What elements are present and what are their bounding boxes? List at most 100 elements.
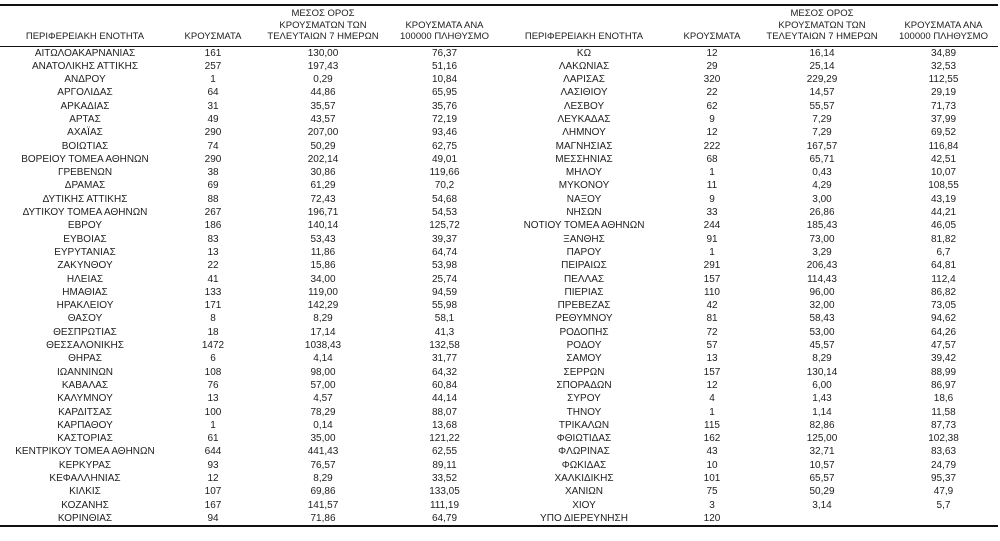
region-cell: ΜΗΛΟΥ [565,167,603,179]
per100k-cell: 11,58 [931,406,956,418]
avg7-cell: 43,57 [310,113,336,125]
cases-cell: 33 [706,207,718,219]
region-cell: ΑΧΑΪΑΣ [67,127,103,139]
table-row: ΔΥΤΙΚΗΣ ΑΤΤΙΚΗΣ 88 72,43 54,68 ΝΑΞΟΥ 9 3,00 43,… [0,193,998,206]
cases-cell: 290 [204,153,222,165]
cases-cell: 41 [207,273,219,285]
per100k-cell: 88,07 [431,406,458,418]
table-row: ΚΑΛΥΜΝΟΥ 13 4,57 44,14 ΣΥΡΟΥ 4 1,43 18,6 [0,392,998,405]
table-row: ΕΥΡΥΤΑΝΙΑΣ 13 11,86 64,74 ΠΑΡΟΥ 1 3,29 6,7 [0,246,998,259]
per100k-cell: 13,68 [431,419,458,431]
cases-cell: 93 [207,459,219,471]
region-cell: ΖΑΚΥΝΘΟΥ [57,260,113,272]
region-cell: ΚΟΡΙΝΘΙΑΣ [57,512,113,524]
table-row: ΘΗΡΑΣ 6 4,14 31,77 ΣΑΜΟΥ 13 8,29 39,42 [0,352,998,365]
avg7-cell: 96,00 [809,286,835,298]
cases-cell: 12 [207,473,219,484]
avg7-cell: 82,86 [809,419,835,431]
header-region-left: ΠΕΡΙΦΕΡΕΙΑΚΗ ΕΝΟΤΗΤΑ [0,5,170,47]
per100k-cell: 73,05 [930,300,957,312]
avg7-cell: 65,71 [809,153,835,165]
avg7-cell: 229,29 [806,74,838,86]
cases-cell: 31 [207,100,219,112]
cases-cell: 244 [703,220,721,232]
cases-cell: 222 [703,140,721,152]
per100k-cell: 46,05 [930,220,957,232]
per100k-cell: 83,63 [930,446,957,458]
region-cell: ΚΕΦΑΛΛΗΝΙΑΣ [49,473,121,484]
per100k-cell: 43,19 [930,193,957,205]
avg7-cell: 1,14 [812,406,832,418]
avg7-cell: 73,00 [809,233,835,245]
header-cases-right: ΚΡΟΥΣΜΑΤΑ [669,5,755,47]
cases-cell: 13 [706,353,718,365]
cases-cell: 22 [706,87,718,99]
table-row: ΒΟΙΩΤΙΑΣ 74 50,29 62,75 ΜΑΓΝΗΣΙΑΣ 222 167,57 11… [0,140,998,153]
cases-cell: 81 [706,313,718,325]
region-cell: ΑΡΚΑΔΙΑΣ [60,100,110,112]
avg7-cell: 1038,43 [304,340,342,352]
per100k-cell: 119,66 [429,167,460,179]
table-row: ΑΡΤΑΣ 49 43,57 72,19 ΛΕΥΚΑΔΑΣ 9 7,29 37,99 [0,113,998,126]
per100k-cell: 71,73 [930,100,957,112]
cases-cell: 162 [703,433,721,445]
region-cell: ΠΕΛΛΑΣ [563,273,605,285]
region-cell: ΑΡΤΑΣ [69,113,101,125]
table-row: ΚΑΡΠΑΘΟΥ 1 0,14 13,68 ΤΡΙΚΑΛΩΝ 115 82,86 87,73 [0,419,998,432]
avg7-cell: 441,43 [307,446,339,458]
header-cases-left: ΚΡΟΥΣΜΑΤΑ [170,5,256,47]
table-row: ΑΡΓΟΛΙΔΑΣ 64 44,86 65,95 ΛΑΣΙΘΙΟΥ 22 14,57 29,1… [0,86,998,99]
cases-cell: 69 [207,180,219,192]
avg7-cell: 4,14 [313,353,333,365]
avg7-cell: 114,43 [807,273,837,285]
avg7-cell: 55,57 [809,100,835,112]
cases-cell: 18 [207,326,219,338]
region-cell: ΘΑΣΟΥ [67,313,103,325]
avg7-cell: 32,71 [809,446,835,458]
cases-cell: 4 [709,393,715,405]
avg7-cell: 7,29 [812,113,832,125]
region-cell: ΑΡΓΟΛΙΔΑΣ [57,87,113,99]
per100k-cell: 51,16 [431,60,458,72]
avg7-cell: 98,00 [310,366,336,378]
region-cell: ΕΥΡΥΤΑΝΙΑΣ [54,246,116,258]
region-cell: ΣΠΟΡΑΔΩΝ [556,379,612,391]
region-cell: ΛΕΣΒΟΥ [563,100,605,112]
region-cell: ΣΥΡΟΥ [567,393,601,405]
avg7-cell: 76,57 [310,459,336,471]
per100k-cell: 5,7 [936,499,951,511]
region-cell: ΗΛΕΙΑΣ [66,273,104,285]
cases-cell: 3 [709,499,715,511]
header-region-right: ΠΕΡΙΦΕΡΕΙΑΚΗ ΕΝΟΤΗΤΑ [499,5,669,47]
region-cell: ΧΙΟΥ [572,499,596,511]
table-row: ΔΡΑΜΑΣ 69 61,29 70,2 ΜΥΚΟΝΟΥ 11 4,29 108,55 [0,179,998,192]
per100k-cell: 35,76 [431,100,458,112]
region-cell: ΔΥΤΙΚΟΥ ΤΟΜΕΑ ΑΘΗΝΩΝ [22,207,148,219]
region-cell: ΔΥΤΙΚΗΣ ΑΤΤΙΚΗΣ [42,193,128,205]
avg7-cell: 32,00 [809,300,835,312]
region-cell: ΚΑΛΥΜΝΟΥ [57,393,113,405]
avg7-cell: 130,14 [806,366,838,378]
per100k-cell: 49,01 [431,153,458,165]
cases-cell: 13 [207,246,219,258]
cases-cell: 12 [706,127,718,139]
cases-cell: 186 [204,220,222,232]
cases-cell: 76 [207,379,219,391]
per100k-cell: 86,82 [930,286,957,298]
region-cell: ΠΕΙΡΑΙΩΣ [561,260,607,272]
per100k-cell: 64,81 [930,260,957,272]
per100k-cell: 10,84 [431,74,458,86]
region-cell: ΣΑΜΟΥ [566,353,602,365]
table-row: ΑΧΑΪΑΣ 290 207,00 93,46 ΛΗΜΝΟΥ 12 7,29 69,52 [0,126,998,139]
cases-cell: 9 [709,193,715,205]
per100k-cell: 102,38 [928,433,959,445]
per100k-cell: 41,3 [434,326,455,338]
table-row: ΚΟΖΑΝΗΣ 167 141,57 111,19 ΧΙΟΥ 3 3,14 5,7 [0,499,998,512]
region-cell: ΚΕΝΤΡΙΚΟΥ ΤΟΜΕΑ ΑΘΗΝΩΝ [15,446,155,458]
region-cell: ΤΗΝΟΥ [566,406,602,418]
avg7-cell: 34,00 [310,273,336,285]
cases-cell: 13 [207,393,219,405]
per100k-cell: 60,84 [431,379,458,391]
per100k-cell: 54,68 [431,193,458,205]
cases-cell: 22 [207,260,219,272]
